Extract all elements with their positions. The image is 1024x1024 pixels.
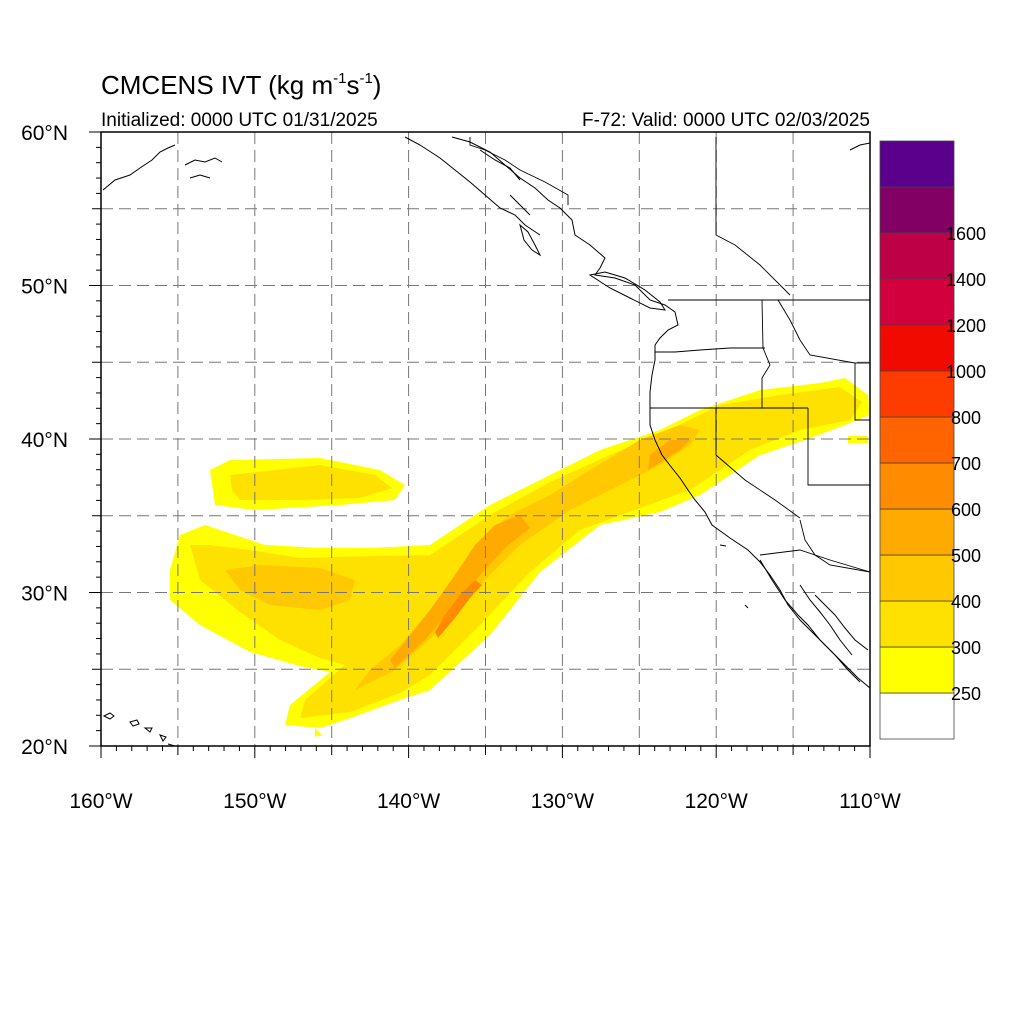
colorbar-label: 1000 (946, 362, 986, 382)
map-gridlines (101, 132, 870, 746)
ivt-colorbar: 250 300 400 500 600 700 800 1000 1200 1400 1600 (879, 140, 986, 740)
colorbar-bin (879, 232, 955, 280)
colorbar-bin (879, 186, 955, 234)
arizona-border (799, 519, 871, 573)
colorbar-label: 1600 (946, 224, 986, 244)
lat-label: 30°N (21, 583, 68, 606)
colorbar-bin (879, 140, 955, 188)
colorbar-bin (879, 278, 955, 326)
title-text-seconds: s (346, 70, 360, 100)
lat-label: 60°N (21, 122, 68, 145)
nevada-utah-border (807, 408, 870, 486)
map-title: CMCENS IVT (kg m-1s-1) (101, 70, 381, 101)
ivt-band-600 (435, 580, 482, 638)
vancouver-island (588, 271, 666, 311)
bc-alberta-border (715, 137, 791, 296)
colorbar-label: 400 (951, 592, 981, 612)
haida-gwaii (519, 223, 542, 257)
axis-ticks (89, 131, 871, 758)
lon-label: 120°W (685, 790, 748, 813)
colorbar-bin (879, 600, 955, 648)
valid-time: F-72: Valid: 0000 UTC 02/03/2025 (582, 110, 870, 131)
colorbar-bin (879, 508, 955, 556)
washington-oregon-border (655, 347, 765, 353)
north-america-coastline (451, 136, 871, 689)
lon-label: 160°W (69, 790, 132, 813)
colorbar-label: 600 (951, 500, 981, 520)
lon-label: 130°W (531, 790, 594, 813)
idaho-border (761, 299, 771, 408)
colorbar-bin (879, 462, 955, 510)
baja-california-coastline (759, 559, 861, 683)
title-text-close: ) (372, 70, 382, 100)
lat-label: 50°N (21, 276, 68, 299)
colorbar-label: 1400 (946, 270, 986, 290)
colorbar-label: 300 (951, 638, 981, 658)
initialized-time: Initialized: 0000 UTC 01/31/2025 (101, 110, 378, 131)
lon-label: 140°W (377, 790, 440, 813)
latitude-labels: 20°N 30°N 40°N 50°N 60°N (21, 122, 68, 759)
colorbar-label: 250 (951, 684, 981, 704)
political-borders (469, 137, 871, 573)
title-text: CMCENS IVT (kg m (101, 70, 334, 100)
longitude-labels: 160°W 150°W 140°W 130°W 120°W 110°W (69, 790, 901, 813)
ivt-band-400 (225, 425, 700, 690)
colorbar-bin (879, 370, 955, 418)
channel-islands (719, 544, 749, 609)
lat-label: 20°N (21, 736, 68, 759)
colorbar-label: 1200 (946, 316, 986, 336)
gulf-of-california-coastline (814, 594, 869, 651)
montana-border (777, 299, 870, 421)
colorbar-label: 800 (951, 408, 981, 428)
colorbar-label: 700 (951, 454, 981, 474)
alaska-panhandle-coastline (404, 136, 541, 236)
title-exponent-1: -1 (333, 70, 347, 87)
alaska-canada-border (469, 137, 569, 205)
lon-label: 110°W (839, 790, 901, 813)
colorbar-label: 500 (951, 546, 981, 566)
hawaii-islands (102, 712, 176, 747)
lon-label: 150°W (223, 790, 286, 813)
lat-label: 40°N (21, 429, 68, 452)
ivt-shading (170, 378, 870, 737)
colorbar-bin (879, 554, 955, 602)
us-mexico-border (759, 549, 871, 573)
colorbar-bin (879, 416, 955, 464)
title-exponent-2: -1 (359, 70, 373, 87)
ivt-band-300 (190, 387, 862, 718)
coastlines-and-borders (102, 136, 871, 747)
colorbar-bin (879, 646, 955, 694)
upper-right-coast-fragment (849, 142, 871, 151)
alaska-coast-fragment (102, 144, 223, 191)
colorbar-bin (879, 692, 955, 740)
california-nevada-border (715, 408, 801, 519)
colorbar-bin (879, 324, 955, 372)
